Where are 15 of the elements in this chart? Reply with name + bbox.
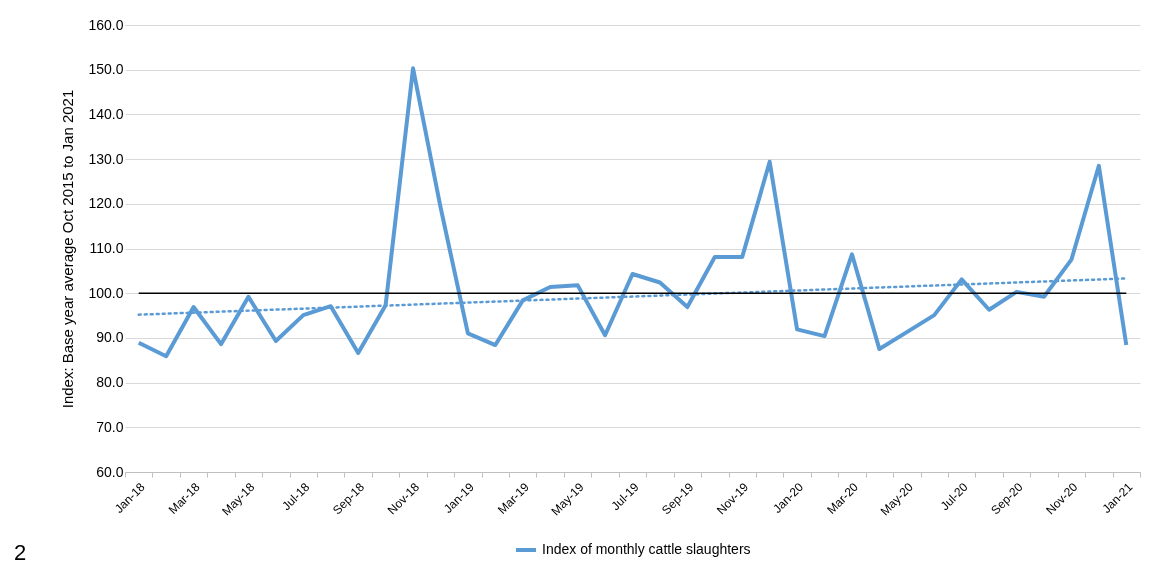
- y-tick-label: 130.0: [88, 150, 124, 167]
- y-tick-label: 60.0: [96, 463, 124, 480]
- y-tick-label: 100.0: [88, 284, 124, 301]
- text: 2: [14, 540, 27, 566]
- y-axis-title: Index: Base year average Oct 2015 to Jan 2021: [59, 89, 77, 409]
- y-tick-label: 150.0: [88, 61, 124, 78]
- y-tick-label: 120.0: [88, 195, 124, 212]
- y-tick-label: 140.0: [88, 105, 124, 122]
- y-tick-label: 70.0: [96, 418, 124, 435]
- line-series: [136, 66, 1129, 359]
- legend-label: Index of monthly cattle slaughters: [542, 541, 751, 557]
- y-tick-label: 80.0: [96, 374, 124, 391]
- y-tick-label: 110.0: [89, 240, 124, 256]
- y-tick-label: 90.0: [96, 329, 124, 346]
- y-tick-label: 160.0: [88, 16, 124, 33]
